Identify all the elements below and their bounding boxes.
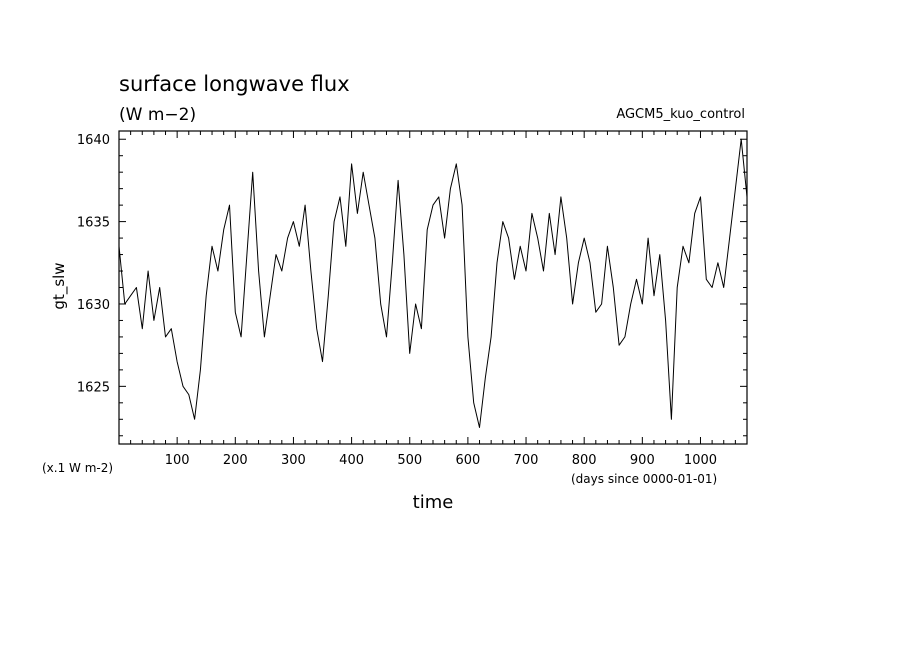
x-tick-label: 400 [339,453,364,468]
x-axis-label: time [413,492,454,513]
run-label: AGCM5_kuo_control [616,107,745,122]
x-unit-note: (days since 0000-01-01) [571,472,717,486]
y-tick-label: 1640 [77,133,110,148]
series-line [118,138,748,428]
plot-frame [118,130,748,445]
x-tick-label: 200 [223,453,248,468]
x-axis-ticks: 100 200 300 400 500 600 700 800 900 1000 [130,131,736,468]
y-axis-ticks: 1625 1630 1635 1640 [77,133,747,437]
x-tick-label: 700 [514,453,539,468]
y-tick-label: 1625 [77,380,110,395]
x-tick-label: 900 [630,453,655,468]
chart-subtitle: (W m−2) [119,105,196,125]
series-layer [118,138,748,428]
x-tick-label: 500 [397,453,422,468]
x-tick-label: 100 [165,453,190,468]
y-tick-label: 1635 [77,216,110,231]
x-tick-label: 800 [572,453,597,468]
y-tick-label: 1630 [77,298,110,313]
y-unit-note: (x.1 W m-2) [42,461,113,475]
x-tick-label: 600 [455,453,480,468]
chart-title: surface longwave flux [119,72,350,96]
y-axis-label: gt_slw [50,262,69,309]
x-tick-label: 300 [281,453,306,468]
x-tick-label: 1000 [684,453,717,468]
